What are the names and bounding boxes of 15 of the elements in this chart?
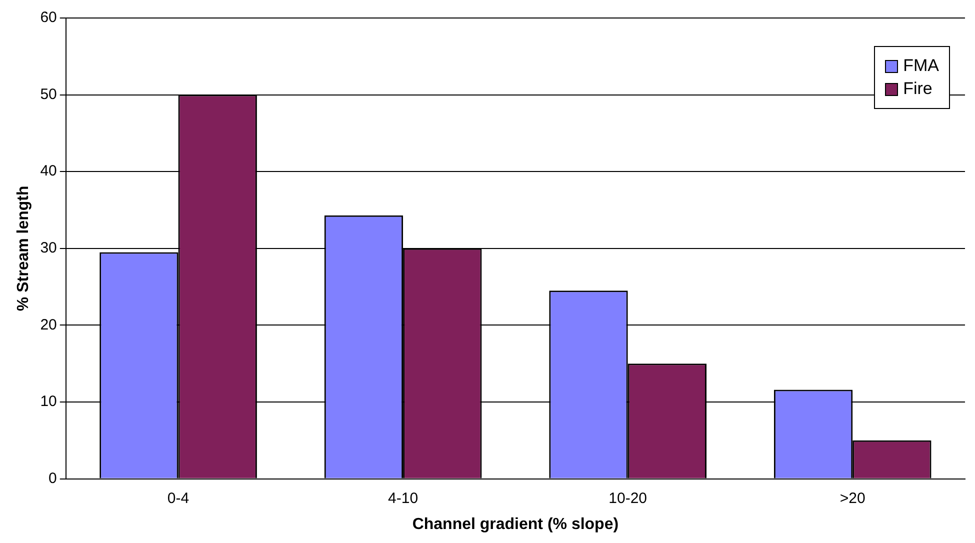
x-tick-label: >20 <box>840 490 866 507</box>
y-tick-label: 30 <box>40 240 57 257</box>
y-tick-label: 40 <box>40 162 57 180</box>
x-tick-label: 10-20 <box>608 490 648 507</box>
legend-label: FMA <box>903 56 939 76</box>
x-tick-label: 0-4 <box>167 490 190 507</box>
x-tick-label: 4-10 <box>388 490 418 507</box>
y-axis-title: % Stream length <box>15 186 32 312</box>
y-tick-label: 50 <box>40 86 57 103</box>
x-axis-title: Channel gradient (% slope) <box>412 516 619 533</box>
y-tick-label: 20 <box>40 316 57 334</box>
y-tick-label: 60 <box>40 9 57 26</box>
y-tick-label: 0 <box>48 470 57 487</box>
y-tick-label: 10 <box>40 393 57 410</box>
legend-label: Fire <box>903 79 932 99</box>
